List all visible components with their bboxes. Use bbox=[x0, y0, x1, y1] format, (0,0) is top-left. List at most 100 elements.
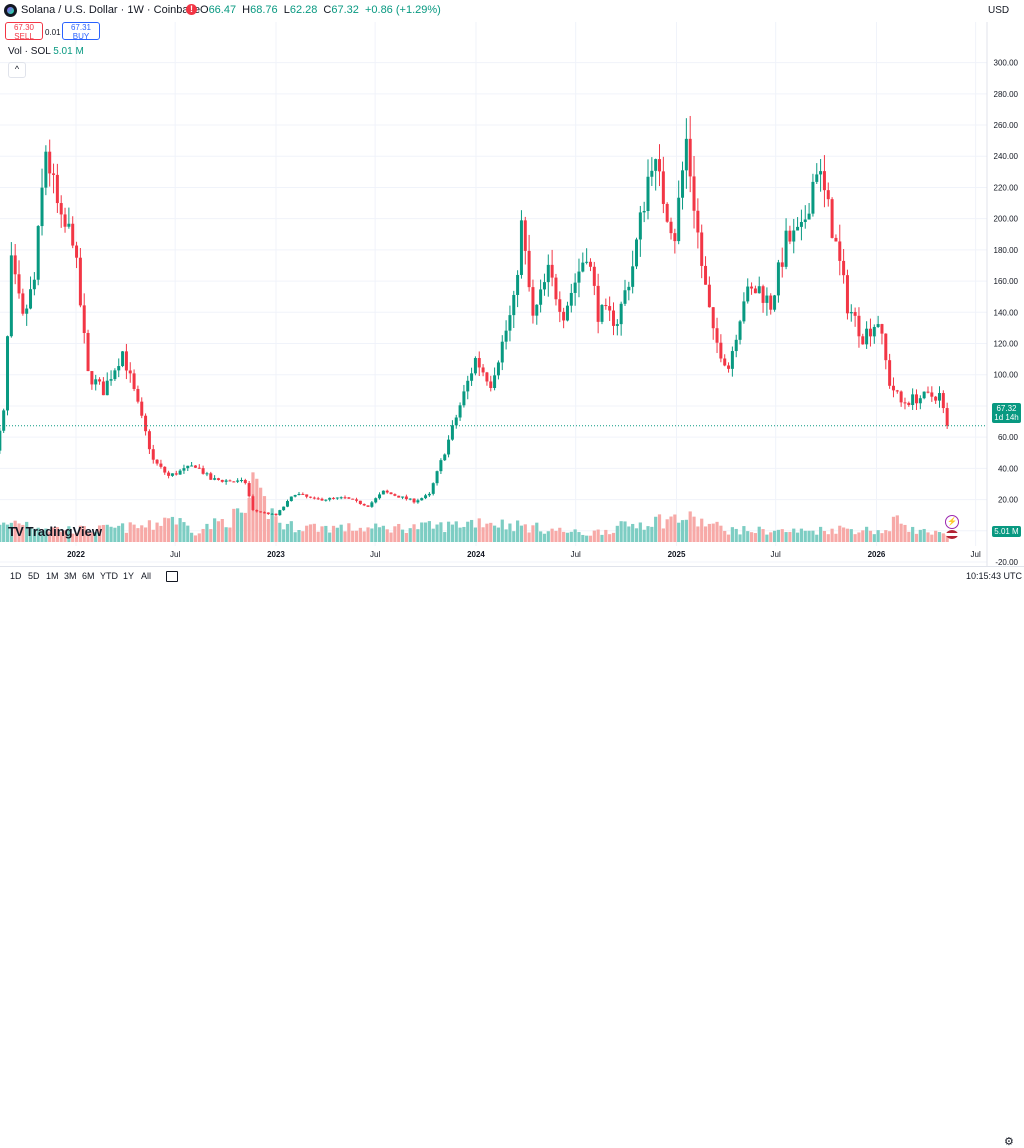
volume-bar bbox=[611, 532, 616, 542]
volume-bar bbox=[922, 528, 926, 542]
volume-bar bbox=[888, 531, 892, 542]
volume-bar bbox=[193, 535, 198, 542]
gear-icon[interactable]: ⚙ bbox=[1004, 1136, 1014, 1148]
candle-body bbox=[309, 496, 313, 498]
volume-bar bbox=[78, 525, 82, 542]
candle-body bbox=[757, 286, 761, 294]
high-value: 68.76 bbox=[250, 4, 278, 16]
volume-bar bbox=[914, 533, 919, 542]
candle-body bbox=[615, 324, 619, 326]
tradingview-logo[interactable]: TV TradingView bbox=[8, 524, 102, 539]
candle-body bbox=[623, 290, 627, 304]
candle-body bbox=[788, 230, 792, 242]
range-6m-button[interactable]: 6M bbox=[82, 571, 95, 581]
candle-body bbox=[324, 499, 328, 501]
volume-bar bbox=[97, 525, 102, 542]
open-value: 66.47 bbox=[208, 4, 237, 16]
us-flag-icon bbox=[946, 530, 958, 539]
candle-body bbox=[197, 467, 201, 469]
candle-body bbox=[420, 498, 424, 501]
volume-bar bbox=[216, 521, 221, 542]
range-5d-button[interactable]: 5D bbox=[28, 571, 40, 581]
candle-body bbox=[439, 460, 443, 472]
candle-body bbox=[707, 284, 711, 308]
candle-body bbox=[128, 370, 132, 374]
volume-bar bbox=[358, 527, 362, 542]
range-ytd-button[interactable]: YTD bbox=[100, 571, 118, 581]
volume-bar bbox=[140, 525, 144, 542]
range-1y-button[interactable]: 1Y bbox=[123, 571, 135, 581]
candle-body bbox=[186, 465, 190, 469]
candle-body bbox=[232, 481, 236, 483]
volume-bar bbox=[562, 531, 566, 542]
volume-bar bbox=[516, 520, 520, 542]
candle-body bbox=[447, 439, 451, 455]
candle-body bbox=[895, 390, 899, 392]
volume-bar bbox=[585, 535, 589, 542]
candle-body bbox=[792, 230, 796, 242]
candle-body bbox=[822, 171, 826, 191]
candle-body bbox=[688, 138, 692, 177]
range-all-button[interactable]: All bbox=[141, 571, 152, 581]
volume-bar bbox=[71, 533, 75, 542]
currency-select[interactable]: USD bbox=[988, 5, 1010, 16]
volume-bar bbox=[259, 487, 263, 542]
calendar-icon[interactable] bbox=[166, 571, 178, 582]
utc-clock[interactable]: 10:15:43 UTC bbox=[966, 571, 1023, 581]
volume-bar bbox=[485, 523, 489, 542]
volume-bar bbox=[466, 521, 470, 542]
volume-bar bbox=[74, 533, 79, 542]
candle-body bbox=[692, 176, 696, 211]
volume-bar bbox=[170, 516, 175, 542]
volume-bar bbox=[527, 532, 531, 542]
volume-bar bbox=[9, 522, 13, 542]
candle-body bbox=[700, 232, 704, 266]
volume-bar bbox=[818, 526, 823, 542]
candle-body bbox=[55, 174, 59, 204]
candle-body bbox=[473, 358, 477, 374]
sell-button[interactable]: 67.30 SELL bbox=[5, 22, 43, 41]
volume-legend[interactable]: Vol · SOL 5.01 M bbox=[8, 46, 84, 57]
candle-body bbox=[21, 293, 25, 314]
candle-body bbox=[500, 341, 504, 363]
volume-bar bbox=[5, 524, 10, 542]
range-1d-button[interactable]: 1D bbox=[10, 571, 22, 581]
volume-bar bbox=[63, 530, 67, 542]
candle-body bbox=[888, 360, 892, 386]
buy-button[interactable]: 67.31 BUY bbox=[62, 22, 100, 41]
chevron-up-icon[interactable]: ^ bbox=[8, 62, 26, 78]
range-1m-button[interactable]: 1M bbox=[46, 571, 59, 581]
candle-body bbox=[381, 490, 385, 495]
close-label: C bbox=[323, 4, 332, 16]
y-tick-label: 40.00 bbox=[998, 464, 1019, 473]
market-closed-icon[interactable]: ! bbox=[186, 4, 197, 15]
volume-bar bbox=[646, 526, 650, 542]
volume-bar bbox=[400, 529, 405, 542]
volume-bar bbox=[876, 530, 880, 542]
candle-body bbox=[243, 480, 247, 484]
volume-bar bbox=[615, 525, 619, 542]
candle-body bbox=[684, 138, 688, 171]
volume-bar bbox=[13, 520, 17, 542]
y-tick-label: 280.00 bbox=[994, 90, 1019, 99]
candle-body bbox=[669, 221, 673, 234]
range-3m-button[interactable]: 3M bbox=[64, 571, 77, 581]
volume-bar bbox=[826, 534, 830, 542]
price-chart[interactable]: -20.000.0020.0040.0060.0080.00100.00120.… bbox=[0, 0, 1024, 586]
volume-bar bbox=[684, 519, 688, 542]
candle-body bbox=[362, 503, 366, 506]
symbol-title[interactable]: Solana / U.S. Dollar · 1W · Coinbase bbox=[21, 4, 201, 16]
volume-bar bbox=[305, 525, 309, 542]
sell-label: SELL bbox=[14, 32, 34, 41]
volume-bar bbox=[703, 526, 708, 542]
candle-body bbox=[78, 257, 82, 306]
candle-body bbox=[117, 366, 121, 371]
candle-body bbox=[132, 373, 136, 389]
candle-body bbox=[86, 332, 90, 372]
lightning-icon[interactable]: ⚡ bbox=[945, 515, 959, 529]
candle-body bbox=[711, 307, 715, 329]
volume-bar bbox=[539, 531, 543, 542]
volume-bar bbox=[834, 533, 838, 542]
volume-bar bbox=[822, 530, 827, 542]
candle-body bbox=[332, 497, 336, 499]
